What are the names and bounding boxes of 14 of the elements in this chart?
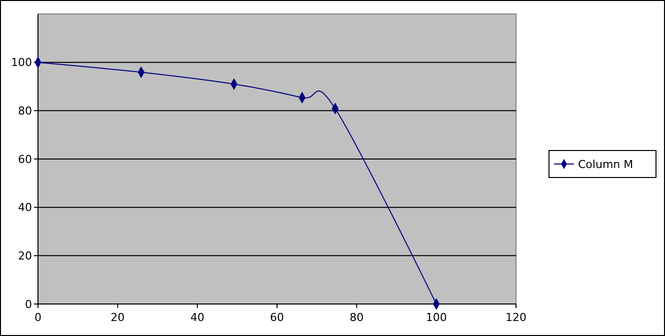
y-tick-label: 100	[11, 56, 32, 70]
y-tick-label: 60	[18, 152, 32, 166]
y-tick-label: 40	[18, 201, 32, 214]
x-tick-label: 40	[190, 311, 204, 324]
x-tick-label: 60	[270, 311, 284, 324]
legend-label: Column M	[578, 158, 634, 171]
x-tick-label: 120	[506, 311, 526, 324]
y-tick-label: 0	[25, 298, 32, 311]
y-tick-label: 80	[18, 104, 32, 118]
x-tick-label: 20	[110, 311, 125, 324]
x-tick-label: 80	[350, 311, 364, 324]
x-tick-label: 0	[34, 311, 42, 324]
y-tick-label: 20	[18, 250, 32, 263]
x-tick-label: 100	[426, 311, 447, 324]
